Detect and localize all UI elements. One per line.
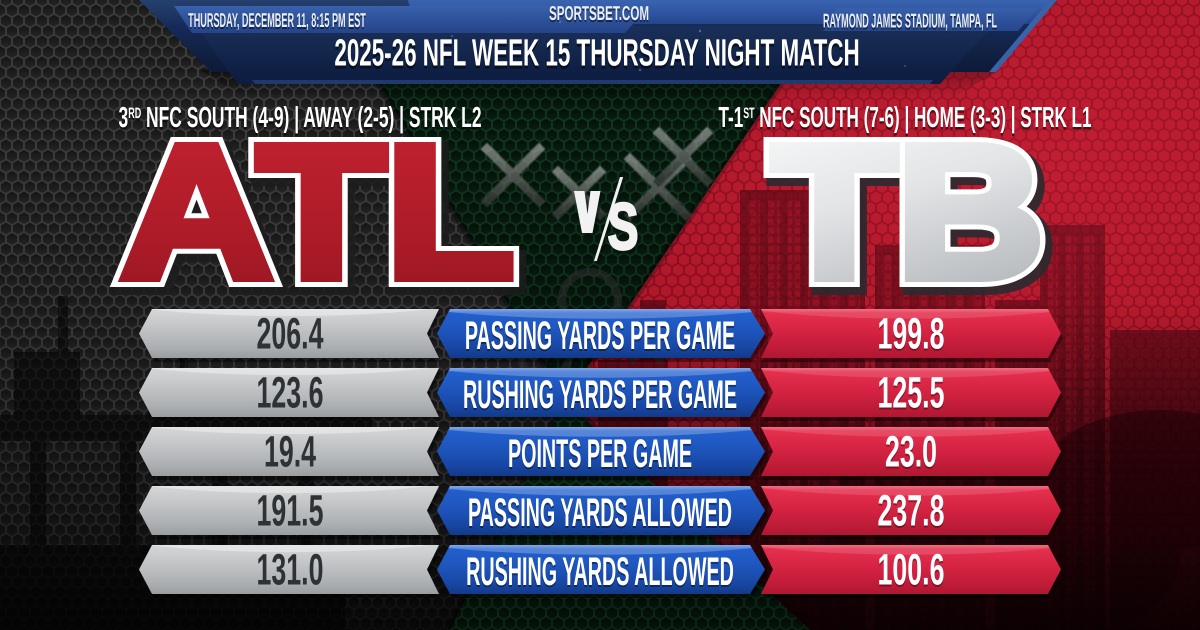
svg-text:TB: TB <box>772 110 1044 310</box>
svg-text:ATL: ATL <box>121 110 515 310</box>
svg-text:237.8: 237.8 <box>878 487 945 536</box>
svg-text:PASSING YARDS PER GAME: PASSING YARDS PER GAME <box>465 316 735 360</box>
svg-text:PASSING YARDS PER GAME: PASSING YARDS PER GAME <box>465 314 735 358</box>
svg-text:THURSDAY, DECEMBER 11, 8:15 PM: THURSDAY, DECEMBER 11, 8:15 PM EST <box>188 12 366 34</box>
svg-text:2025-26 NFL WEEK 15 THURSDAY N: 2025-26 NFL WEEK 15 THURSDAY NIGHT MATCH <box>334 32 859 74</box>
svg-text:TB: TB <box>777 113 1049 310</box>
svg-text:T-1ST NFC SOUTH (7-6) | HOME: T-1ST NFC SOUTH (7-6) | HOME (3-3) | STR… <box>719 105 1092 137</box>
svg-text:123.6: 123.6 <box>257 369 324 418</box>
svg-text:SPORTSBET.COM: SPORTSBET.COM <box>549 3 649 25</box>
svg-text:125.5: 125.5 <box>878 371 945 420</box>
svg-text:100.6: 100.6 <box>878 546 945 595</box>
svg-text:23.0: 23.0 <box>885 428 937 477</box>
svg-text:SPORTSBET.COM: SPORTSBET.COM <box>549 5 649 27</box>
svg-text:3RD NFC SOUTH (4-9) | AWAY (: 3RD NFC SOUTH (4-9) | AWAY (2-5) | STRK … <box>118 102 481 134</box>
svg-text:RUSHING YARDS PER GAME: RUSHING YARDS PER GAME <box>463 373 737 417</box>
svg-text:POINTS PER GAME: POINTS PER GAME <box>508 434 692 478</box>
svg-text:RUSHING YARDS ALLOWED: RUSHING YARDS ALLOWED <box>466 552 734 596</box>
svg-text:TB: TB <box>772 110 1044 310</box>
svg-text:23.0: 23.0 <box>885 430 937 479</box>
svg-text:3RD NFC SOUTH (4-9) | AWAY (: 3RD NFC SOUTH (4-9) | AWAY (2-5) | STRK … <box>118 105 481 137</box>
svg-text:19.4: 19.4 <box>264 428 316 477</box>
svg-text:RUSHING YARDS PER GAME: RUSHING YARDS PER GAME <box>463 375 737 419</box>
svg-text:PASSING YARDS ALLOWED: PASSING YARDS ALLOWED <box>468 491 732 535</box>
svg-text:S: S <box>608 189 639 263</box>
svg-text:206.4: 206.4 <box>257 310 324 359</box>
svg-text:199.8: 199.8 <box>878 312 945 361</box>
svg-text:S: S <box>610 192 641 266</box>
svg-text:237.8: 237.8 <box>878 489 945 538</box>
svg-text:PASSING YARDS ALLOWED: PASSING YARDS ALLOWED <box>468 493 732 537</box>
svg-text:199.8: 199.8 <box>878 310 945 359</box>
svg-text:191.5: 191.5 <box>257 487 324 536</box>
svg-text:131.0: 131.0 <box>257 546 324 595</box>
svg-text:100.6: 100.6 <box>878 548 945 597</box>
svg-text:T-1ST NFC SOUTH (7-6) | HOME: T-1ST NFC SOUTH (7-6) | HOME (3-3) | STR… <box>719 102 1092 134</box>
svg-text:RAYMOND JAMES STADIUM, TAMPA,: RAYMOND JAMES STADIUM, TAMPA, FL <box>823 12 997 34</box>
svg-text:ATL: ATL <box>121 110 515 310</box>
svg-text:ATL: ATL <box>126 113 520 310</box>
svg-text:2025-26 NFL WEEK 15 THURSDAY N: 2025-26 NFL WEEK 15 THURSDAY NIGHT MATCH <box>334 35 859 77</box>
svg-text:POINTS PER GAME: POINTS PER GAME <box>508 432 692 476</box>
svg-text:THURSDAY, DECEMBER 11, 8:15 PM: THURSDAY, DECEMBER 11, 8:15 PM EST <box>188 10 366 32</box>
svg-text:RAYMOND JAMES STADIUM, TAMPA,: RAYMOND JAMES STADIUM, TAMPA, FL <box>823 10 997 32</box>
svg-text:125.5: 125.5 <box>878 369 945 418</box>
svg-text:RUSHING YARDS ALLOWED: RUSHING YARDS ALLOWED <box>466 550 734 594</box>
